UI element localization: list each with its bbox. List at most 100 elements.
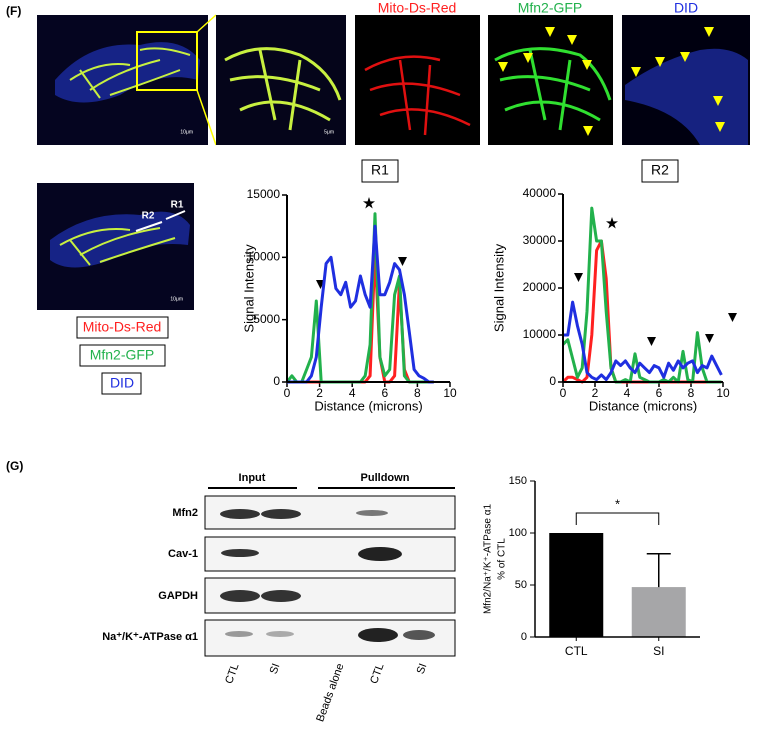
scale-bar: 5μm xyxy=(324,129,334,135)
x-tick-label: 8 xyxy=(688,386,695,400)
x-tick-label: 0 xyxy=(284,386,291,400)
column-label: SI xyxy=(268,662,283,676)
row-labels: Mfn2 Cav-1 GAPDH Na⁺/K⁺-ATPase α1 xyxy=(102,507,198,643)
bar xyxy=(631,587,686,637)
zoom-box xyxy=(136,31,198,91)
chart-title: R2 xyxy=(651,162,669,178)
chart-title: R1 xyxy=(371,162,389,178)
series-line xyxy=(561,206,722,384)
band xyxy=(358,628,398,642)
x-tick-label: 2 xyxy=(592,386,599,400)
column-label: SI xyxy=(415,662,430,676)
y-tick-label: 0 xyxy=(521,631,527,643)
series-line xyxy=(563,300,723,382)
cell xyxy=(50,211,190,268)
column-label: CTL xyxy=(223,662,241,686)
x-tick-label: 4 xyxy=(349,386,356,400)
significance-label: * xyxy=(615,496,620,511)
mitochondria xyxy=(59,227,176,266)
micrographs: 10μm 5μm R2 R1 10μm xyxy=(37,14,750,310)
x-tick-label: 10 xyxy=(716,386,730,400)
y-tick-label: 0 xyxy=(549,374,556,388)
panel-label: (G) xyxy=(6,459,23,473)
x-tick-label: SI xyxy=(653,644,664,658)
row-label: Na⁺/K⁺-ATPase α1 xyxy=(102,631,198,643)
column-label: CTL xyxy=(368,662,386,686)
significance-bracket xyxy=(575,512,660,525)
channel-label: Mfn2-GFP xyxy=(518,0,583,16)
zoom-line xyxy=(196,89,217,146)
roi-line xyxy=(165,210,186,220)
panel-label: (F) xyxy=(6,4,21,18)
band xyxy=(356,510,388,516)
row-label: GAPDH xyxy=(158,590,198,602)
y-tick-label: 20000 xyxy=(523,280,557,294)
y-tick-label: 30000 xyxy=(523,233,557,247)
title-box xyxy=(641,159,679,183)
y-axis-label: Mfn2/Na⁺/K⁺-ATPase α1 xyxy=(483,504,494,615)
y-tick-label: 5000 xyxy=(253,312,280,326)
legend-entry: Mito-Ds-Red xyxy=(83,319,162,335)
channel-label: DID xyxy=(674,0,698,16)
x-tick-label: 8 xyxy=(414,386,421,400)
x-axis-label: Distance (microns) xyxy=(589,398,697,413)
title-box xyxy=(361,159,399,183)
mitochondria xyxy=(69,47,191,99)
group-label: Input xyxy=(239,472,266,484)
roi-label: R1 xyxy=(171,200,184,211)
error-bar xyxy=(646,553,671,588)
series-line xyxy=(287,224,434,384)
x-tick-label: 6 xyxy=(381,386,388,400)
bar xyxy=(549,533,604,637)
y-axis-label: Signal Intensity xyxy=(491,243,506,332)
band xyxy=(403,630,435,640)
mitochondria xyxy=(364,55,471,136)
y-tick-label: 150 xyxy=(509,475,527,487)
row-label: Mfn2 xyxy=(172,507,198,519)
channel-label: Mito-Ds-Red xyxy=(378,0,457,16)
zoom-line xyxy=(196,14,217,33)
column-label: Beads alone xyxy=(314,662,346,724)
band xyxy=(220,509,260,519)
mitochondria xyxy=(494,47,612,131)
x-tick-label: 6 xyxy=(656,386,663,400)
x-tick-label: 10 xyxy=(443,386,457,400)
band xyxy=(266,631,294,637)
band xyxy=(220,590,260,602)
legend-box xyxy=(79,344,166,367)
y-tick-label: 10000 xyxy=(523,327,557,341)
image xyxy=(355,15,480,145)
band xyxy=(225,631,253,637)
x-tick-label: 4 xyxy=(624,386,631,400)
y-axis-label: % of CTL xyxy=(497,538,508,580)
row-label: Cav-1 xyxy=(168,548,198,560)
x-axis-label: Distance (microns) xyxy=(314,398,422,413)
y-tick-label: 10000 xyxy=(247,250,281,264)
legend-entry: Mfn2-GFP xyxy=(90,347,155,363)
legend-entry: DID xyxy=(110,375,134,391)
y-tick-label: 50 xyxy=(515,579,527,591)
column-labels: CTL SI Beads alone CTL SI xyxy=(223,662,429,724)
band xyxy=(261,509,301,519)
y-tick-label: 15000 xyxy=(247,187,281,201)
scale-bar: 10μm xyxy=(180,129,193,135)
y-tick-label: 0 xyxy=(273,374,280,388)
legend-box xyxy=(76,316,169,339)
band xyxy=(358,547,402,561)
x-tick-label: CTL xyxy=(565,644,588,658)
y-tick-label: 100 xyxy=(509,527,527,539)
x-tick-label: 0 xyxy=(560,386,567,400)
blots xyxy=(204,495,456,657)
band xyxy=(261,590,301,602)
legend-box xyxy=(101,372,142,395)
group-label: Pulldown xyxy=(361,472,410,484)
roi-label: R2 xyxy=(142,211,155,222)
band xyxy=(221,549,259,557)
roi-line xyxy=(135,221,163,232)
scale-bar: 10μm xyxy=(170,296,183,302)
membrane xyxy=(625,48,748,145)
y-tick-label: 40000 xyxy=(523,186,557,200)
y-axis-label: Signal Intensity xyxy=(241,244,256,333)
